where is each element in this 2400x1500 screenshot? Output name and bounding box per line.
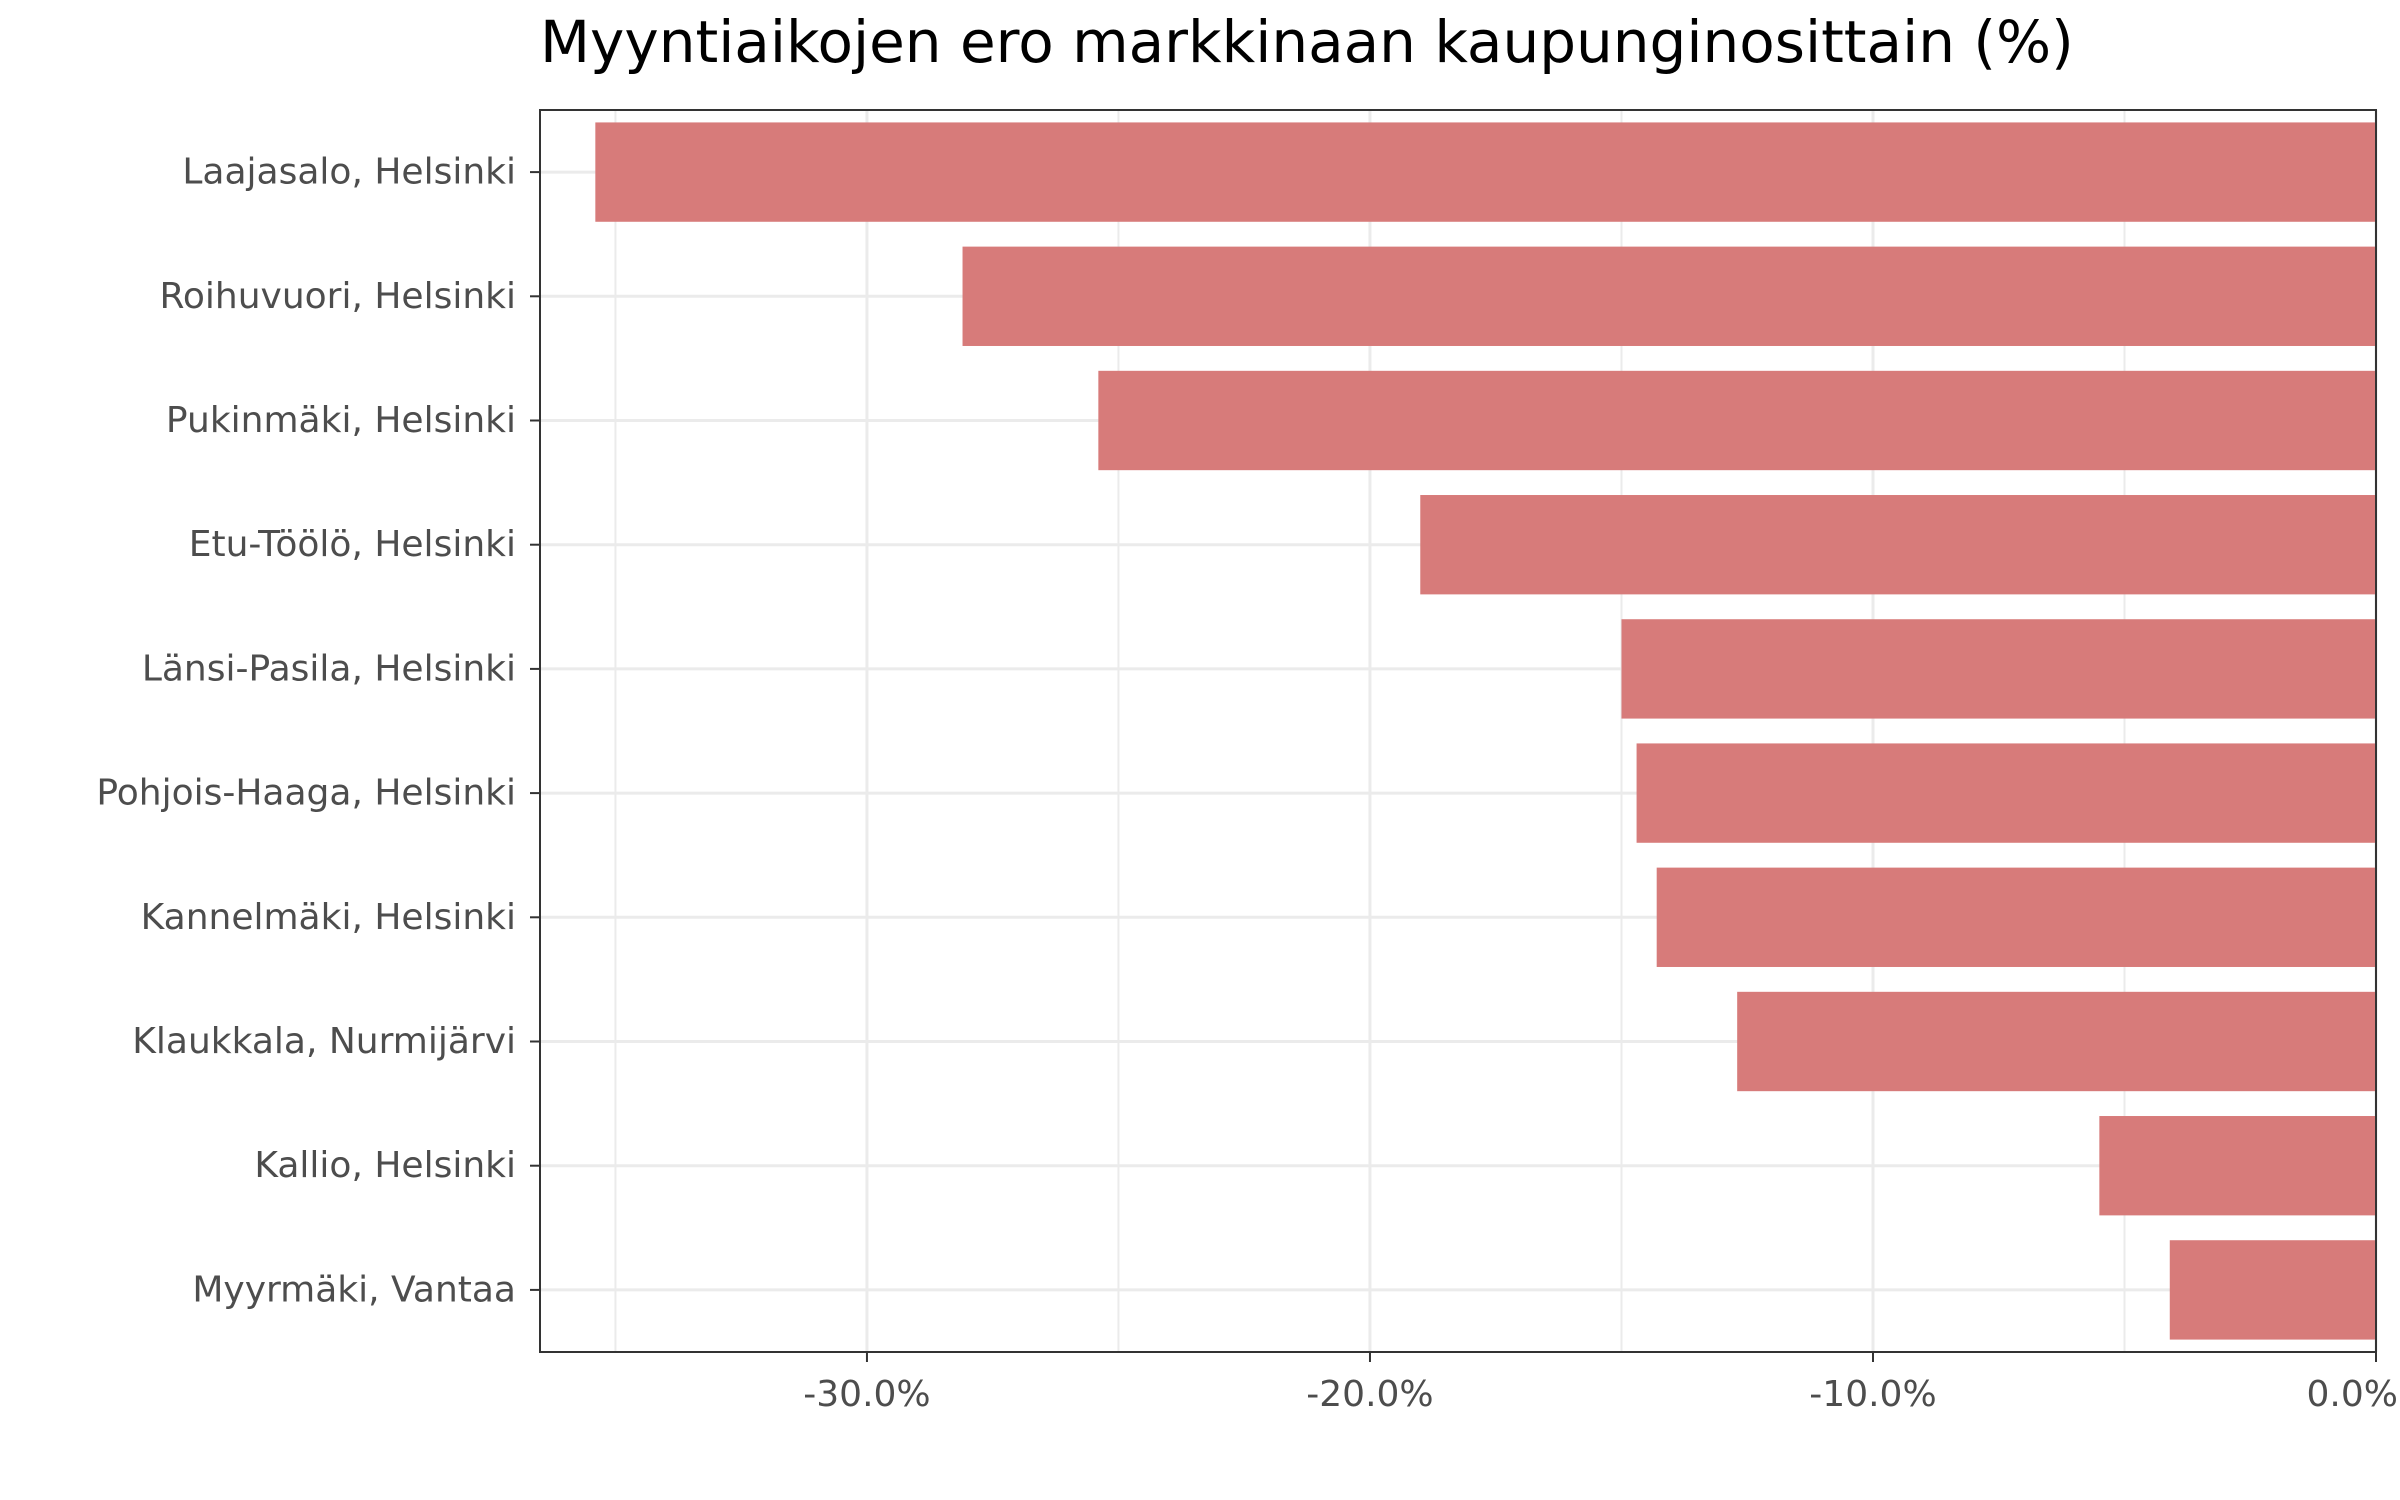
panel-border: [539, 109, 2377, 1353]
category-label-5: Pohjois-Haaga, Helsinki: [96, 773, 516, 814]
chart-title: Myyntiaikojen ero markkinaan kaupunginos…: [540, 8, 2074, 76]
bars: [595, 122, 2376, 1340]
category-label-9: Myyrmäki, Vantaa: [192, 1269, 516, 1310]
x-tick-label-3: 0.0%: [2307, 1374, 2398, 1415]
category-label-4: Länsi-Pasila, Helsinki: [142, 648, 516, 689]
category-label-0: Laajasalo, Helsinki: [182, 152, 516, 193]
category-labels: Laajasalo, Helsinki Roihuvuori, Helsinki P…: [96, 152, 516, 1311]
category-label-2: Pukinmäki, Helsinki: [166, 400, 516, 441]
bar-8: [2099, 1116, 2376, 1216]
category-label-8: Kallio, Helsinki: [254, 1145, 516, 1186]
bar-5: [1636, 743, 2376, 843]
bar-4: [1621, 619, 2376, 719]
x-tick-labels: -30.0% -20.0% -10.0% 0.0%: [803, 1374, 2398, 1415]
bar-0: [595, 122, 2376, 222]
x-tick-label-0: -30.0%: [803, 1374, 930, 1415]
x-tick-label-2: -10.0%: [1809, 1374, 1936, 1415]
category-label-3: Etu-Töölö, Helsinki: [189, 524, 516, 565]
axes: [530, 109, 2377, 1362]
bar-1: [962, 246, 2376, 346]
bar-3: [1420, 495, 2376, 595]
bar-7: [1737, 991, 2376, 1092]
bar-2: [1098, 370, 2376, 471]
x-tick-label-1: -20.0%: [1306, 1374, 1433, 1415]
bar-9: [2169, 1240, 2376, 1340]
bar-6: [1656, 867, 2376, 967]
category-label-6: Kannelmäki, Helsinki: [141, 897, 516, 938]
category-label-7: Klaukkala, Nurmijärvi: [132, 1021, 516, 1062]
category-label-1: Roihuvuori, Helsinki: [159, 276, 516, 317]
